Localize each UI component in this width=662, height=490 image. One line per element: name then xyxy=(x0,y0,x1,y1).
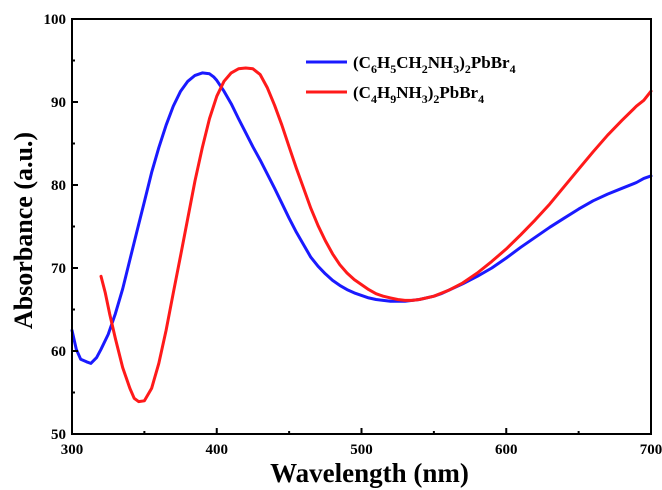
y-tick-label: 80 xyxy=(51,178,66,194)
x-tick-label: 700 xyxy=(640,442,662,458)
series-line-2 xyxy=(99,66,653,404)
legend-label-part: H xyxy=(377,83,390,102)
series-layer xyxy=(70,66,653,404)
legend-label-part: 5 xyxy=(390,62,396,76)
legend-label-part: 2 xyxy=(422,62,428,76)
legend-label-part: PbBr xyxy=(439,83,478,102)
y-tick-label: 60 xyxy=(51,344,66,360)
x-tick-label: 500 xyxy=(350,442,373,458)
y-tick-label: 100 xyxy=(44,12,67,28)
legend: (C6H5CH2NH3)2PbBr4(C4H9NH3)2PbBr4 xyxy=(306,53,516,106)
legend-label-2: (C4H9NH3)2PbBr4 xyxy=(353,83,484,106)
x-axis-title: Wavelength (nm) xyxy=(270,458,469,488)
x-tick-label: 600 xyxy=(495,442,518,458)
legend-label-part: 9 xyxy=(390,92,396,106)
legend-label-part: 4 xyxy=(478,92,484,106)
legend-label-part: 3 xyxy=(422,92,428,106)
legend-label-1: (C6H5CH2NH3)2PbBr4 xyxy=(353,53,516,76)
legend-label-part: (C xyxy=(353,83,371,102)
y-tick-label: 50 xyxy=(51,427,66,443)
x-tick-label: 400 xyxy=(206,442,229,458)
legend-label-part: NH xyxy=(396,83,422,102)
legend-label-part: ) xyxy=(459,53,465,72)
legend-label-part: 4 xyxy=(371,92,377,106)
legend-label-part: (C xyxy=(353,53,371,72)
x-tick-label: 300 xyxy=(61,442,84,458)
legend-label-part: H xyxy=(377,53,390,72)
legend-label-part: 3 xyxy=(453,62,459,76)
plot-frame xyxy=(71,18,652,435)
tick-layer: 300 400 500 600 700 50 60 70 80 90 100 xyxy=(44,12,662,458)
legend-label-part: 2 xyxy=(465,62,471,76)
y-tick-label: 70 xyxy=(51,261,66,277)
legend-label-part: ) xyxy=(428,83,434,102)
legend-label-part: 4 xyxy=(510,62,516,76)
y-tick-label: 90 xyxy=(51,95,66,111)
legend-label-part: CH xyxy=(396,53,422,72)
y-axis-title: Absorbance (a.u.) xyxy=(9,132,38,329)
legend-label-part: 2 xyxy=(433,92,439,106)
series-line-1 xyxy=(70,71,653,365)
legend-label-part: 6 xyxy=(371,62,377,76)
legend-label-part: PbBr xyxy=(471,53,510,72)
legend-label-part: NH xyxy=(428,53,454,72)
